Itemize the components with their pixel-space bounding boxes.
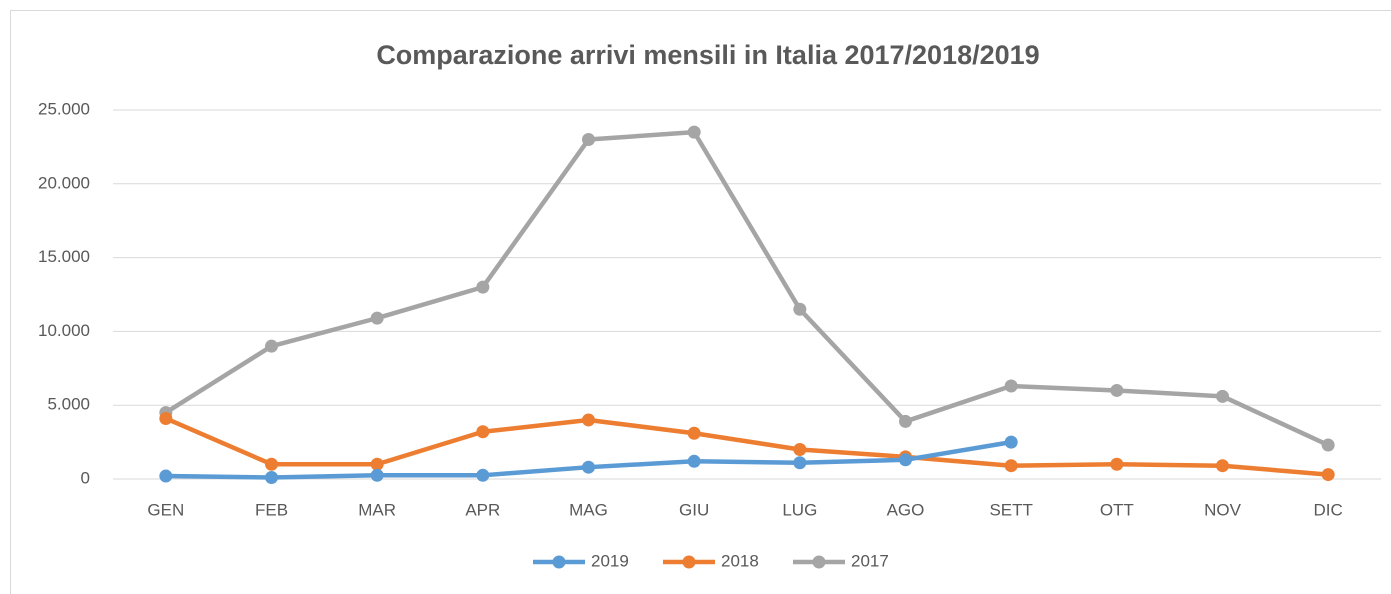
marker xyxy=(265,457,278,471)
marker xyxy=(1216,389,1229,403)
x-tick-label: SETT xyxy=(989,500,1032,519)
marker xyxy=(1110,457,1124,471)
marker xyxy=(687,426,701,440)
x-tick-label: DIC xyxy=(1314,500,1343,519)
y-tick-label: 0 xyxy=(81,468,90,487)
marker xyxy=(899,414,912,428)
y-tick-label: 20.000 xyxy=(38,173,90,192)
y-tick-label: 10.000 xyxy=(38,321,90,340)
marker xyxy=(582,133,595,147)
marker xyxy=(1321,438,1335,452)
legend-label: 2018 xyxy=(721,551,759,570)
marker xyxy=(793,302,807,316)
marker xyxy=(793,456,807,470)
marker xyxy=(159,469,173,483)
y-tick-label: 5.000 xyxy=(47,395,90,414)
y-tick-label: 25.000 xyxy=(38,99,90,118)
legend-marker xyxy=(812,555,826,569)
x-tick-label: GIU xyxy=(679,500,709,519)
marker xyxy=(476,425,490,439)
marker xyxy=(370,457,384,471)
marker xyxy=(1004,435,1018,449)
marker xyxy=(582,460,595,474)
x-tick-label: FEB xyxy=(255,500,288,519)
marker xyxy=(370,468,384,482)
marker xyxy=(1004,379,1018,393)
legend-marker xyxy=(682,555,696,569)
marker xyxy=(687,125,701,139)
x-tick-label: AGO xyxy=(887,500,925,519)
marker xyxy=(370,311,384,325)
legend-label: 2017 xyxy=(851,551,889,570)
x-tick-label: GEN xyxy=(147,500,184,519)
marker xyxy=(1216,459,1229,473)
x-tick-label: OTT xyxy=(1100,500,1134,519)
marker xyxy=(476,468,490,482)
legend-marker xyxy=(552,555,566,569)
chart-border xyxy=(10,10,1391,594)
x-tick-label: NOV xyxy=(1204,500,1242,519)
x-tick-label: APR xyxy=(465,500,500,519)
marker xyxy=(793,442,807,456)
marker xyxy=(1321,468,1335,482)
marker xyxy=(1004,459,1018,473)
marker xyxy=(687,454,701,468)
marker xyxy=(476,280,490,294)
marker xyxy=(159,411,173,425)
x-tick-label: MAR xyxy=(358,500,396,519)
marker xyxy=(1110,383,1124,397)
y-tick-label: 15.000 xyxy=(38,247,90,266)
marker xyxy=(582,413,595,427)
legend-label: 2019 xyxy=(591,551,629,570)
marker xyxy=(265,471,278,485)
line xyxy=(164,129,1330,448)
marker xyxy=(899,453,912,467)
x-tick-label: MAG xyxy=(569,500,608,519)
marker xyxy=(265,339,278,353)
line xyxy=(164,416,1329,477)
x-tick-label: LUG xyxy=(782,500,817,519)
chart-title: Comparazione arrivi mensili in Italia 20… xyxy=(376,40,1039,70)
